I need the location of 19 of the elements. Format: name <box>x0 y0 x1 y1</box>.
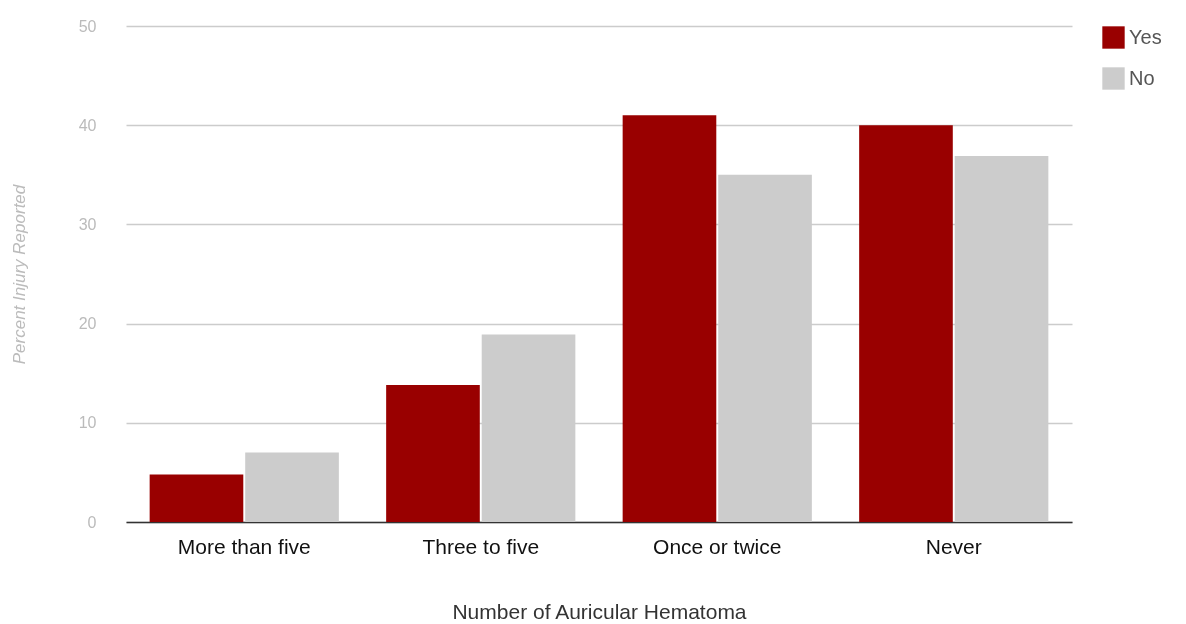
bar <box>386 385 480 522</box>
y-tick-label: 50 <box>78 17 97 35</box>
y-tick-label: 10 <box>78 414 97 432</box>
y-tick-label: 20 <box>78 315 97 333</box>
x-axis-title: Number of Auricular Hematoma <box>452 599 747 623</box>
y-tick-label: 40 <box>78 116 97 134</box>
y-tick-label: 30 <box>78 215 97 233</box>
y-axis-title: Percent Injury Reported <box>9 184 29 365</box>
x-tick-label: Never <box>925 534 982 558</box>
x-tick-label: Three to five <box>422 534 540 558</box>
bar <box>149 474 244 522</box>
legend-label: No <box>1129 66 1155 89</box>
bar <box>245 452 339 522</box>
x-tick-label: More than five <box>177 534 311 558</box>
legend-label: Yes <box>1129 25 1162 48</box>
bar <box>622 115 717 522</box>
bar <box>859 125 953 522</box>
y-tick-label: 0 <box>87 513 97 531</box>
x-tick-label: Once or twice <box>653 534 782 558</box>
